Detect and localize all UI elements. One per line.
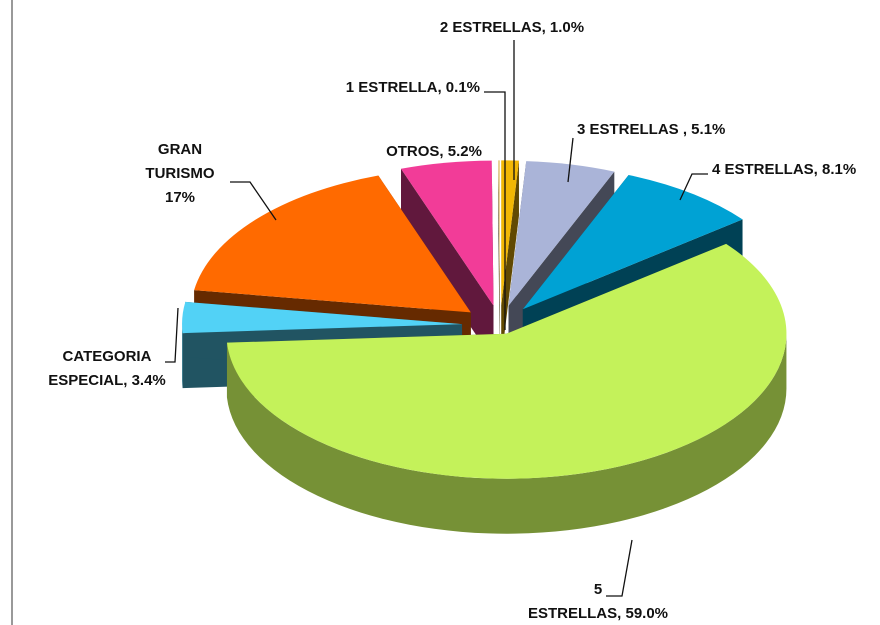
slice-top bbox=[401, 160, 494, 306]
slice-wall bbox=[498, 160, 500, 361]
data-label: 4 ESTRELLAS, 8.1% bbox=[712, 161, 856, 178]
data-label: 3 ESTRELLAS , 5.1% bbox=[577, 121, 725, 138]
data-label: OTROS, 5.2% bbox=[386, 143, 482, 160]
slice bbox=[226, 243, 787, 534]
leader-line bbox=[567, 137, 574, 183]
data-label: 1 ESTRELLA, 0.1% bbox=[346, 79, 480, 96]
data-label: 2 ESTRELLAS, 1.0% bbox=[440, 19, 584, 36]
slice-top bbox=[194, 175, 471, 313]
slice-side bbox=[182, 324, 183, 389]
slice-top bbox=[498, 160, 500, 306]
leader-line bbox=[165, 307, 179, 363]
slice-wall bbox=[501, 160, 519, 361]
slice-top bbox=[501, 160, 519, 306]
data-label: ESTRELLAS, 59.0% bbox=[528, 605, 668, 622]
slice bbox=[501, 160, 519, 361]
data-label: 17% bbox=[165, 189, 195, 206]
slice-top bbox=[226, 243, 787, 479]
slice-top bbox=[182, 301, 463, 334]
leader-line bbox=[484, 91, 506, 330]
data-label: ESPECIAL, 3.4% bbox=[48, 372, 166, 389]
slice bbox=[498, 160, 500, 361]
data-label: CATEGORIA bbox=[63, 348, 152, 365]
slice-side bbox=[226, 333, 787, 534]
data-label: 5 bbox=[594, 581, 602, 598]
leader-line bbox=[606, 539, 633, 597]
leader-line bbox=[679, 173, 708, 201]
leader-line bbox=[230, 181, 277, 221]
slice-top bbox=[522, 175, 743, 310]
data-label: TURISMO bbox=[145, 165, 214, 182]
slice-top bbox=[508, 161, 615, 306]
data-label: GRAN bbox=[158, 141, 202, 158]
